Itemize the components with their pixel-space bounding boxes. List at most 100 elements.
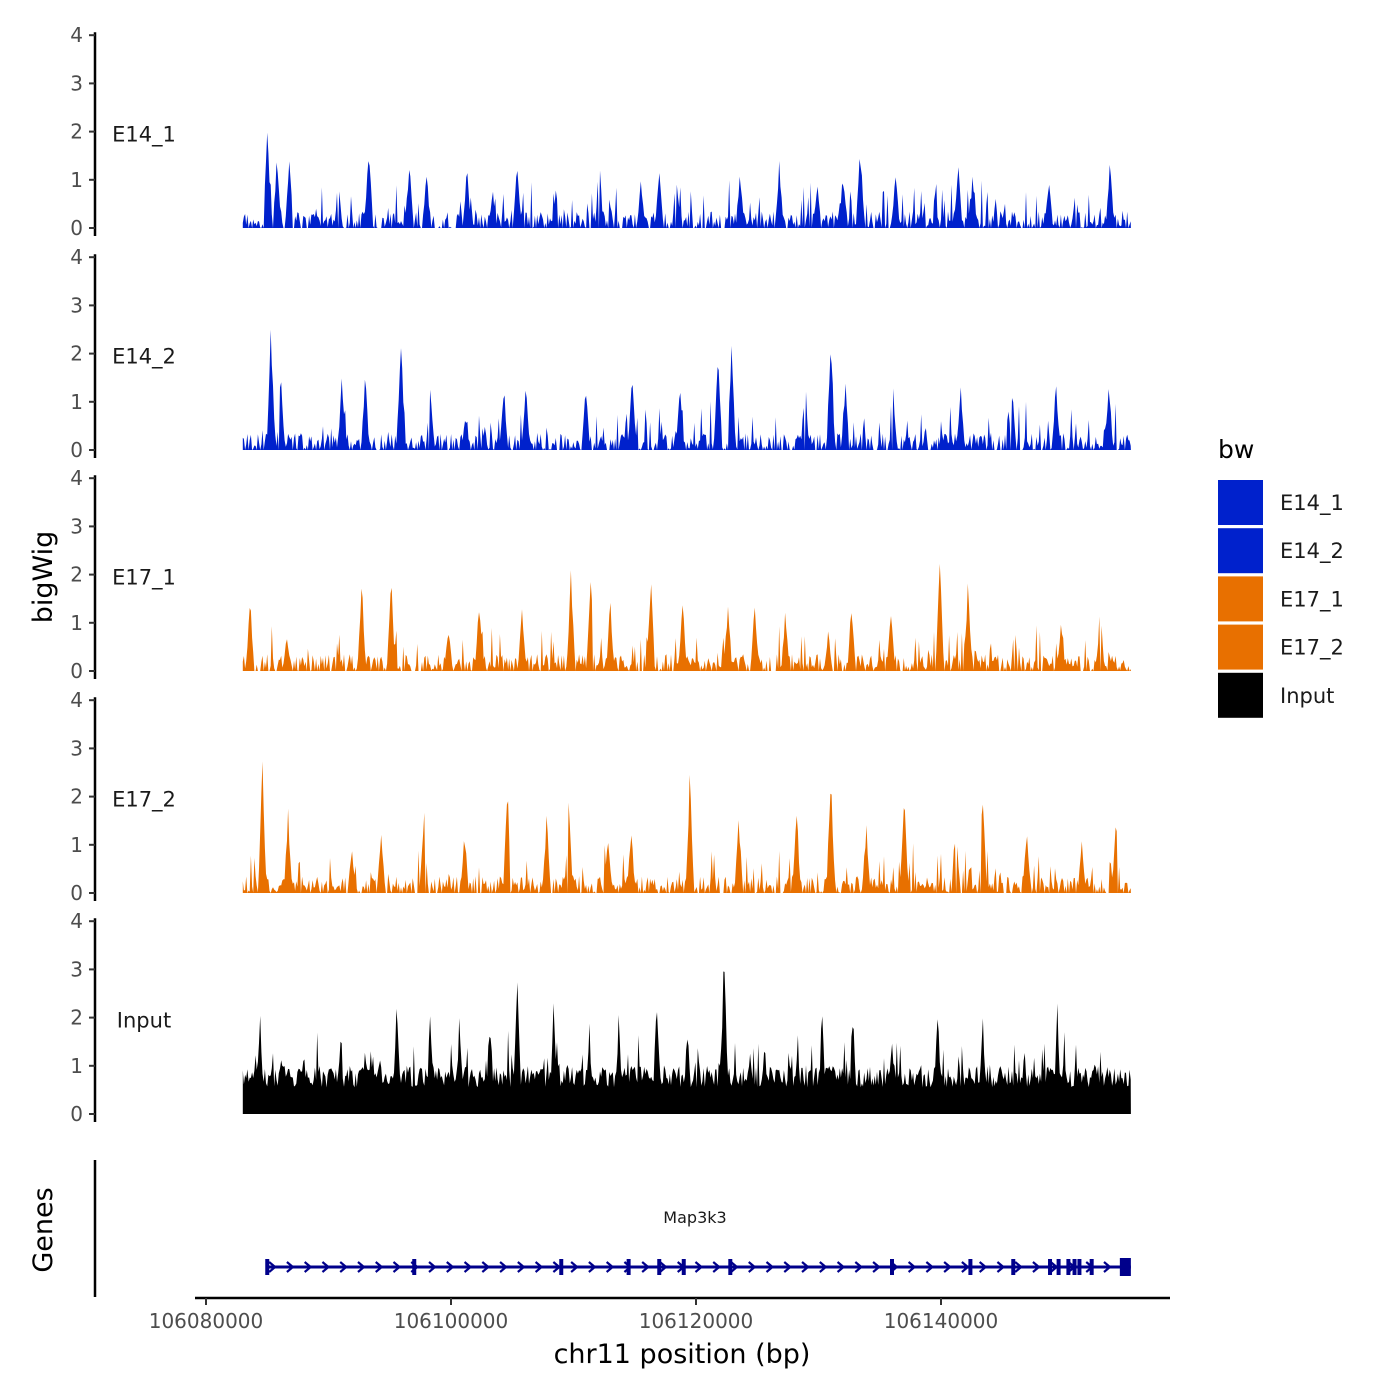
y-tick-label: 3 — [70, 71, 83, 95]
strand-arrow — [588, 1261, 597, 1273]
x-axis-title: chr11 position (bp) — [554, 1339, 811, 1370]
y-tick-label: 3 — [70, 736, 83, 760]
strand-arrow — [801, 1261, 810, 1273]
signal-area-e14-2 — [242, 329, 1131, 450]
y-tick-label: 2 — [70, 120, 83, 144]
strand-arrow — [570, 1261, 579, 1273]
strand-arrow — [499, 1261, 508, 1273]
y-tick-label: 4 — [70, 245, 83, 269]
legend-label: E17_2 — [1280, 636, 1344, 661]
track-e14-2: 0 1 2 3 4 E14_2 — [70, 245, 1131, 462]
strand-arrow — [765, 1261, 775, 1273]
y-tick-label: 2 — [70, 342, 83, 366]
strand-arrow — [925, 1261, 935, 1273]
y-tick-label: 3 — [70, 293, 83, 317]
exon — [1089, 1259, 1094, 1275]
y-tick-label: 3 — [70, 514, 83, 538]
y-tick-label: 4 — [70, 688, 83, 712]
track-label: E14_1 — [112, 123, 176, 148]
x-tick-label: 106080000 — [149, 1309, 264, 1333]
strand-arrow — [605, 1261, 615, 1273]
exon — [968, 1259, 973, 1275]
track-input: 0 1 2 3 4 Input — [70, 909, 1131, 1126]
y-tick-label: 2 — [70, 785, 83, 809]
strand-arrow — [463, 1261, 473, 1273]
track-label: Input — [117, 1009, 171, 1033]
exon — [728, 1259, 733, 1275]
strand-arrow — [730, 1261, 739, 1273]
y-tick-label: 0 — [70, 881, 83, 905]
exon — [657, 1259, 662, 1275]
strand-arrow — [446, 1261, 455, 1273]
exon — [1056, 1259, 1061, 1275]
strand-arrow — [286, 1261, 295, 1273]
y-tick-label: 0 — [70, 1102, 83, 1126]
y-tick-label: 4 — [70, 909, 83, 933]
x-tick-label: 106140000 — [884, 1309, 999, 1333]
strand-arrow — [872, 1261, 881, 1273]
exon — [412, 1259, 417, 1275]
y-tick-label: 1 — [70, 168, 83, 192]
y-tick-label: 2 — [70, 563, 83, 587]
signal-area-e17-1 — [242, 563, 1131, 671]
track-e17-1: 0 1 2 3 4 E17_1 — [70, 466, 1131, 683]
strand-arrow — [907, 1261, 917, 1273]
strand-arrow — [357, 1261, 366, 1273]
legend-label: E14_1 — [1280, 491, 1344, 516]
strand-arrow — [943, 1261, 952, 1273]
legend-label: Input — [1280, 684, 1334, 708]
y-tick-label: 4 — [70, 466, 83, 490]
strand-arrow — [481, 1261, 491, 1273]
x-axis: 106080000 106100000 106120000 106140000 — [149, 1296, 1170, 1333]
exon — [265, 1259, 270, 1275]
strand-arrow — [1014, 1261, 1023, 1273]
y-tick-label: 0 — [70, 216, 83, 240]
exon — [1066, 1259, 1071, 1275]
strand-arrow — [1032, 1261, 1041, 1273]
exon — [559, 1259, 564, 1275]
strand-arrow — [819, 1261, 828, 1273]
x-tick-label: 106100000 — [394, 1309, 509, 1333]
legend-label: E17_1 — [1280, 587, 1344, 612]
strand-arrow — [392, 1261, 402, 1273]
strand-arrow — [659, 1261, 668, 1273]
strand-arrow — [428, 1261, 437, 1273]
strand-arrow — [303, 1261, 313, 1273]
strand-arrow — [978, 1261, 988, 1273]
exon — [1048, 1259, 1053, 1275]
legend-swatch — [1218, 528, 1263, 574]
exon — [1011, 1259, 1016, 1275]
y-tick-label: 1 — [70, 611, 83, 635]
y-tick-label: 1 — [70, 833, 83, 857]
legend-label: E14_2 — [1280, 539, 1344, 564]
track-label: E17_1 — [112, 566, 176, 591]
strand-arrow — [1103, 1261, 1112, 1273]
genes-panel: Map3k3 — [93, 1160, 1131, 1297]
legend-swatch — [1218, 576, 1263, 622]
strand-arrow — [339, 1261, 348, 1273]
signal-area-input — [242, 971, 1131, 1114]
strand-arrow — [641, 1261, 650, 1273]
y-tick-label: 1 — [70, 390, 83, 414]
y-tick-label: 3 — [70, 957, 83, 981]
legend-swatch — [1218, 672, 1263, 718]
exon — [681, 1259, 686, 1275]
track-e17-2: 0 1 2 3 4 E17_2 — [70, 688, 1131, 905]
strand-arrow — [961, 1261, 970, 1273]
strand-arrow — [836, 1261, 846, 1273]
y-axis-title: bigWig — [28, 531, 59, 624]
signal-tracks: 0 1 2 3 4 E14_1 0 1 2 3 4 E14_2 0 1 2 3 4 E17_1 0 1 2 3 4 E17_2… — [70, 23, 1131, 1126]
y-tick-label: 2 — [70, 1006, 83, 1030]
strand-arrow — [268, 1261, 277, 1273]
legend-swatch — [1218, 480, 1263, 525]
x-tick-label: 106120000 — [639, 1309, 754, 1333]
exon-terminal — [1119, 1258, 1131, 1276]
strand-arrow — [748, 1261, 757, 1273]
strand-arrow — [712, 1261, 721, 1273]
track-label: E14_2 — [112, 345, 176, 370]
strand-arrow — [375, 1261, 384, 1273]
strand-arrow — [996, 1261, 1006, 1273]
gene-name: Map3k3 — [663, 1208, 726, 1227]
y-tick-label: 0 — [70, 438, 83, 462]
